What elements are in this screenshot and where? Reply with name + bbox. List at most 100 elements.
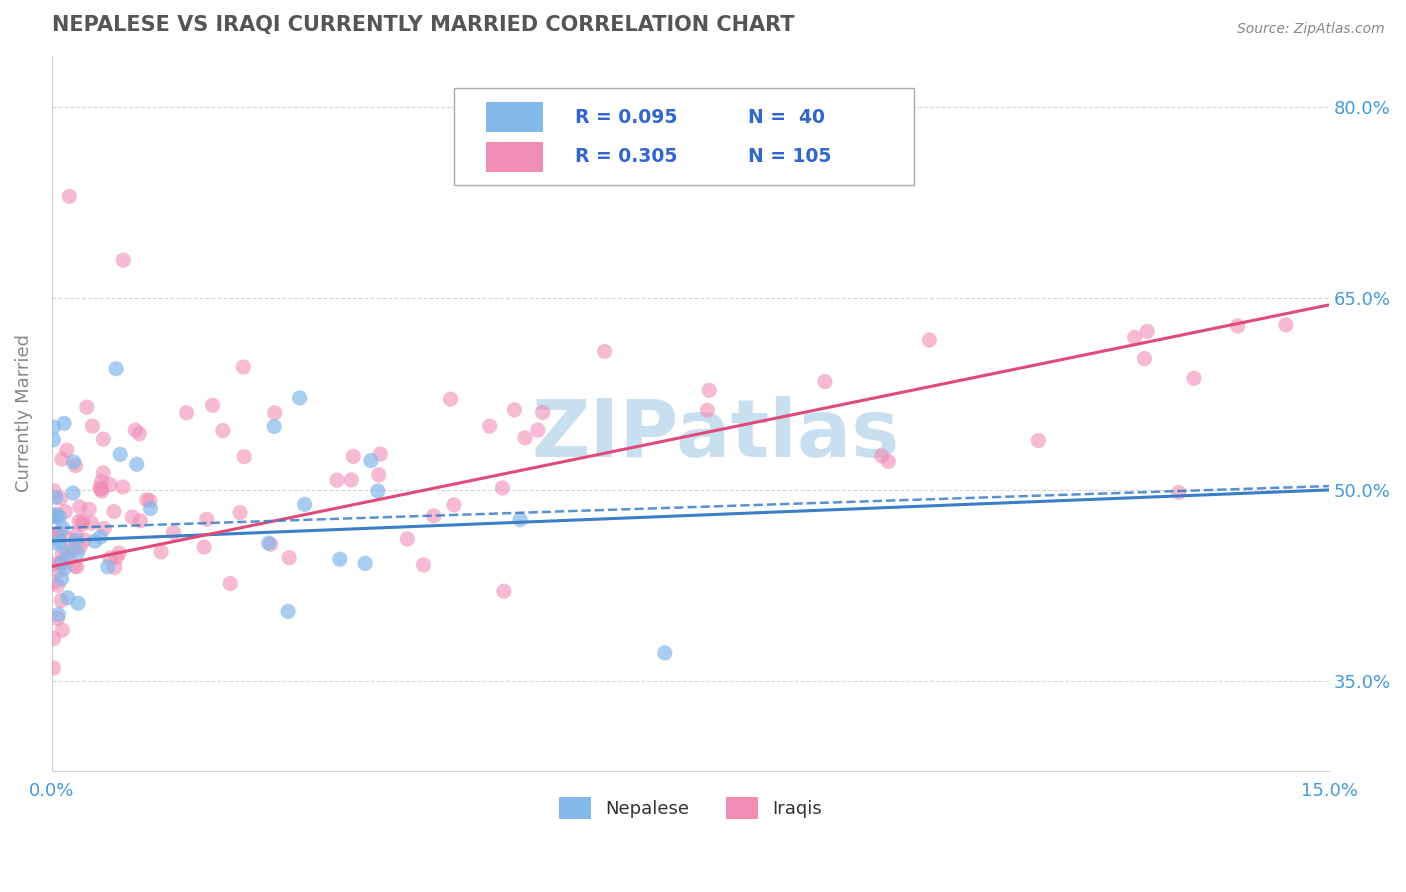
Point bbox=[66, 559, 89, 574]
Point bbox=[90, 475, 112, 489]
Point bbox=[125, 457, 148, 471]
FancyBboxPatch shape bbox=[454, 88, 914, 185]
Point bbox=[56, 546, 79, 560]
Point bbox=[62, 542, 84, 557]
Point bbox=[77, 502, 100, 516]
Point bbox=[1167, 485, 1189, 500]
Point bbox=[121, 510, 143, 524]
Point bbox=[1133, 351, 1156, 366]
Point bbox=[233, 450, 256, 464]
Point bbox=[108, 546, 131, 560]
Point bbox=[49, 593, 72, 607]
Point bbox=[58, 189, 80, 203]
Text: NEPALESE VS IRAQI CURRENTLY MARRIED CORRELATION CHART: NEPALESE VS IRAQI CURRENTLY MARRIED CORR… bbox=[52, 15, 794, 35]
Point bbox=[98, 477, 121, 491]
Point bbox=[98, 551, 121, 566]
Point bbox=[1028, 434, 1050, 448]
Point bbox=[105, 361, 128, 376]
Point bbox=[491, 481, 513, 495]
Point bbox=[340, 473, 363, 487]
Point bbox=[93, 521, 115, 535]
Point bbox=[66, 546, 89, 560]
Point bbox=[46, 537, 69, 551]
Point bbox=[814, 375, 837, 389]
Point bbox=[918, 333, 941, 347]
Point bbox=[69, 500, 91, 514]
Point bbox=[162, 525, 184, 540]
Point bbox=[150, 545, 173, 559]
Point bbox=[513, 431, 536, 445]
Point bbox=[439, 392, 461, 407]
Point bbox=[42, 575, 65, 590]
Point bbox=[70, 517, 93, 532]
Point bbox=[263, 406, 285, 420]
Point bbox=[354, 557, 377, 571]
Point bbox=[80, 516, 103, 530]
Point bbox=[195, 512, 218, 526]
Point bbox=[90, 483, 112, 498]
Point bbox=[103, 505, 125, 519]
Point bbox=[326, 473, 349, 487]
Point bbox=[51, 547, 73, 561]
Point bbox=[1123, 330, 1146, 344]
Point bbox=[278, 550, 301, 565]
Point bbox=[503, 402, 526, 417]
Point bbox=[65, 458, 87, 473]
Point bbox=[42, 661, 65, 675]
Point bbox=[593, 344, 616, 359]
Point bbox=[129, 514, 152, 528]
Point bbox=[62, 486, 84, 500]
Point bbox=[49, 491, 72, 506]
Text: N =  40: N = 40 bbox=[748, 108, 825, 127]
Point bbox=[56, 591, 79, 605]
Point bbox=[263, 419, 285, 434]
Point bbox=[139, 501, 162, 516]
Point bbox=[367, 467, 389, 482]
Point bbox=[139, 493, 162, 508]
Point bbox=[527, 423, 550, 437]
Point bbox=[97, 560, 120, 574]
FancyBboxPatch shape bbox=[486, 142, 544, 172]
Point bbox=[232, 359, 254, 374]
Point bbox=[277, 605, 299, 619]
Y-axis label: Currently Married: Currently Married bbox=[15, 334, 32, 492]
Point bbox=[93, 432, 115, 446]
Point bbox=[46, 508, 69, 523]
Point bbox=[62, 455, 84, 469]
Point bbox=[91, 466, 114, 480]
Point bbox=[63, 558, 86, 573]
Point bbox=[360, 453, 382, 467]
Point bbox=[82, 419, 104, 434]
Point bbox=[105, 550, 128, 565]
Point bbox=[72, 514, 94, 528]
Point bbox=[1182, 371, 1205, 385]
Point bbox=[259, 537, 281, 551]
Point bbox=[1275, 318, 1298, 332]
Point bbox=[128, 426, 150, 441]
Point bbox=[56, 443, 79, 458]
Point bbox=[48, 564, 70, 578]
Point bbox=[56, 532, 79, 546]
Text: R = 0.095: R = 0.095 bbox=[575, 108, 678, 127]
Point bbox=[46, 578, 69, 592]
Point bbox=[412, 558, 434, 572]
Text: N = 105: N = 105 bbox=[748, 147, 831, 166]
Point bbox=[42, 433, 65, 447]
Point bbox=[108, 447, 131, 461]
Point bbox=[53, 505, 76, 519]
Point bbox=[370, 447, 392, 461]
Point bbox=[51, 555, 73, 569]
Text: R = 0.305: R = 0.305 bbox=[575, 147, 678, 166]
Point bbox=[42, 509, 65, 524]
Point bbox=[65, 528, 87, 542]
Point bbox=[443, 498, 465, 512]
Point bbox=[56, 551, 79, 566]
Point bbox=[83, 534, 105, 549]
Point bbox=[422, 508, 444, 523]
Point bbox=[45, 491, 67, 505]
Point bbox=[329, 552, 352, 566]
Point bbox=[76, 400, 98, 414]
Point bbox=[45, 526, 67, 541]
Point bbox=[51, 623, 73, 637]
Point bbox=[509, 512, 531, 526]
